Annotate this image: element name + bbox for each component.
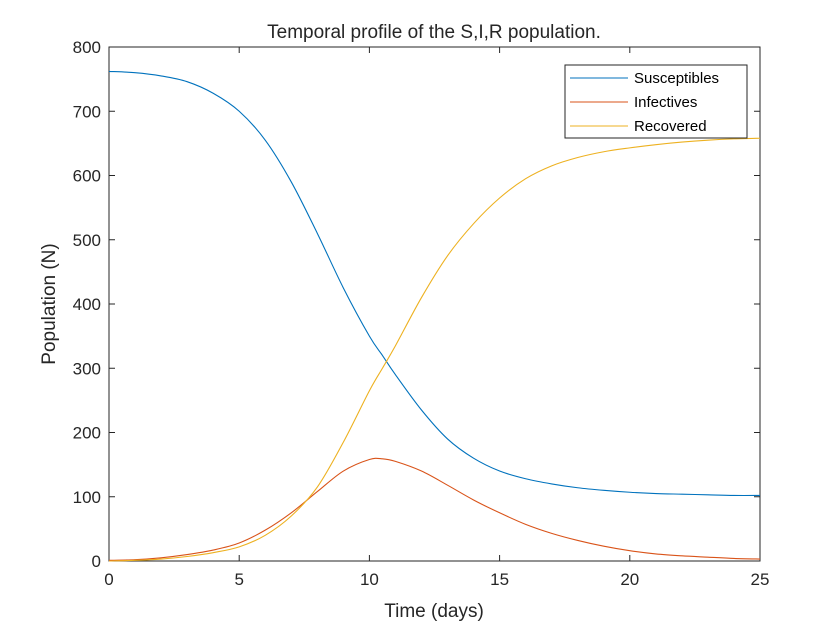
x-tick-label: 5 [234, 570, 243, 589]
legend-label-infectives: Infectives [634, 94, 697, 111]
y-tick-label: 400 [73, 295, 101, 314]
series-line-infectives [108, 457, 761, 561]
y-tick-label: 100 [73, 488, 101, 507]
x-tick-label: 15 [490, 570, 509, 589]
x-tick-label: 25 [751, 570, 770, 589]
series-line-recovered [108, 137, 761, 562]
y-tick-label: 600 [73, 167, 101, 186]
y-tick-label: 700 [73, 102, 101, 121]
series-lines [108, 70, 761, 562]
x-tick-label: 0 [104, 570, 113, 589]
x-axis: 0 5 10 15 20 25 [104, 47, 769, 589]
series-line-susceptibles [108, 70, 761, 497]
chart-title: Temporal profile of the S,I,R population… [267, 22, 601, 43]
legend-label-susceptibles: Susceptibles [634, 70, 719, 87]
y-axis: 0 100 200 300 400 500 600 700 800 [73, 38, 760, 571]
x-axis-label: Time (days) [384, 601, 484, 622]
x-tick-label: 20 [620, 570, 639, 589]
legend: Susceptibles Infectives Recovered [564, 64, 748, 139]
y-tick-label: 200 [73, 424, 101, 443]
y-tick-label: 800 [73, 38, 101, 57]
y-tick-label: 300 [73, 359, 101, 378]
y-axis-label: Population (N) [39, 243, 60, 364]
y-tick-label: 500 [73, 231, 101, 250]
x-tick-label: 10 [360, 570, 379, 589]
legend-label-recovered: Recovered [634, 118, 707, 135]
y-tick-label: 0 [92, 552, 101, 571]
